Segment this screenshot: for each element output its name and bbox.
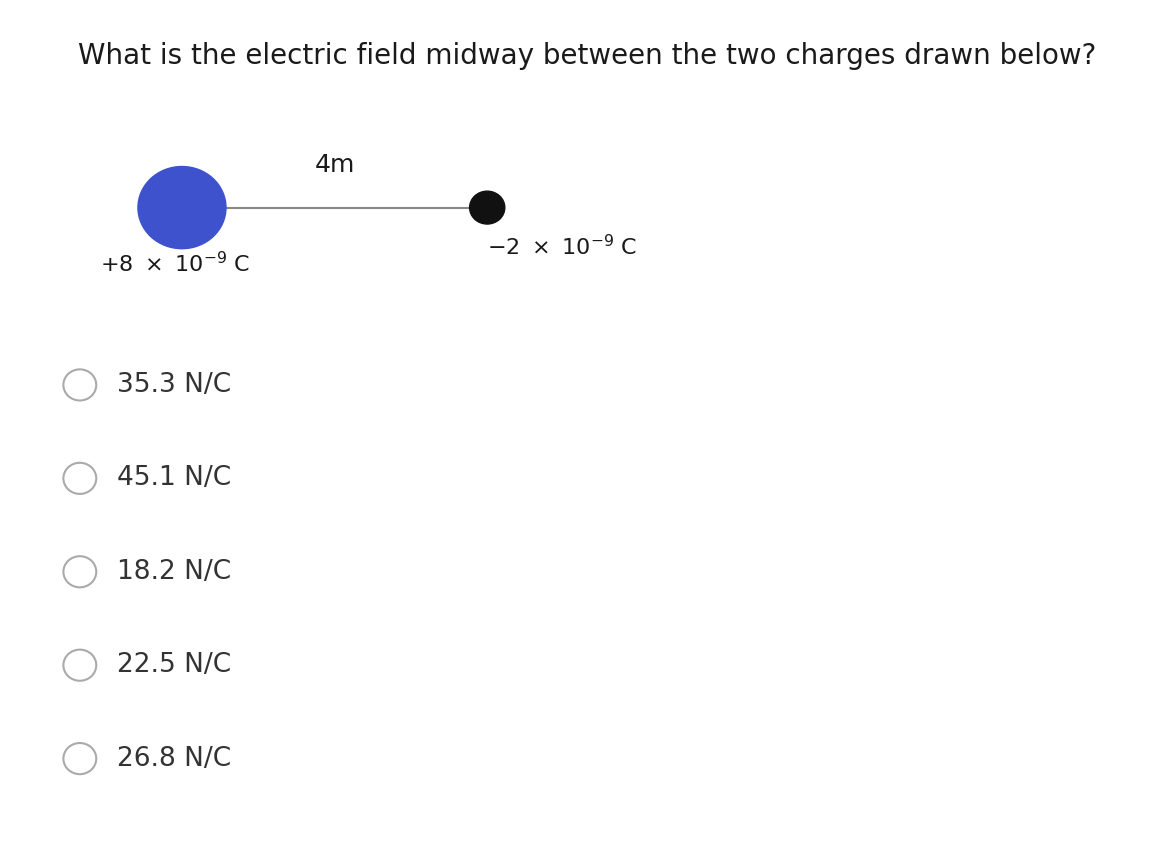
Text: 45.1 N/C: 45.1 N/C — [117, 465, 231, 491]
Text: $-2\ \times\ 10^{-9}\ \mathrm{C}$: $-2\ \times\ 10^{-9}\ \mathrm{C}$ — [487, 234, 637, 260]
Text: $+8\ \times\ 10^{-9}\ \mathrm{C}$: $+8\ \times\ 10^{-9}\ \mathrm{C}$ — [100, 251, 250, 277]
Ellipse shape — [139, 166, 225, 249]
Text: 22.5 N/C: 22.5 N/C — [117, 652, 231, 678]
Text: 35.3 N/C: 35.3 N/C — [117, 372, 231, 398]
Ellipse shape — [470, 191, 505, 224]
Text: What is the electric field midway between the two charges drawn below?: What is the electric field midway betwee… — [77, 42, 1097, 70]
Text: 18.2 N/C: 18.2 N/C — [117, 559, 231, 585]
Text: 26.8 N/C: 26.8 N/C — [117, 746, 231, 772]
Text: 4m: 4m — [315, 153, 355, 177]
